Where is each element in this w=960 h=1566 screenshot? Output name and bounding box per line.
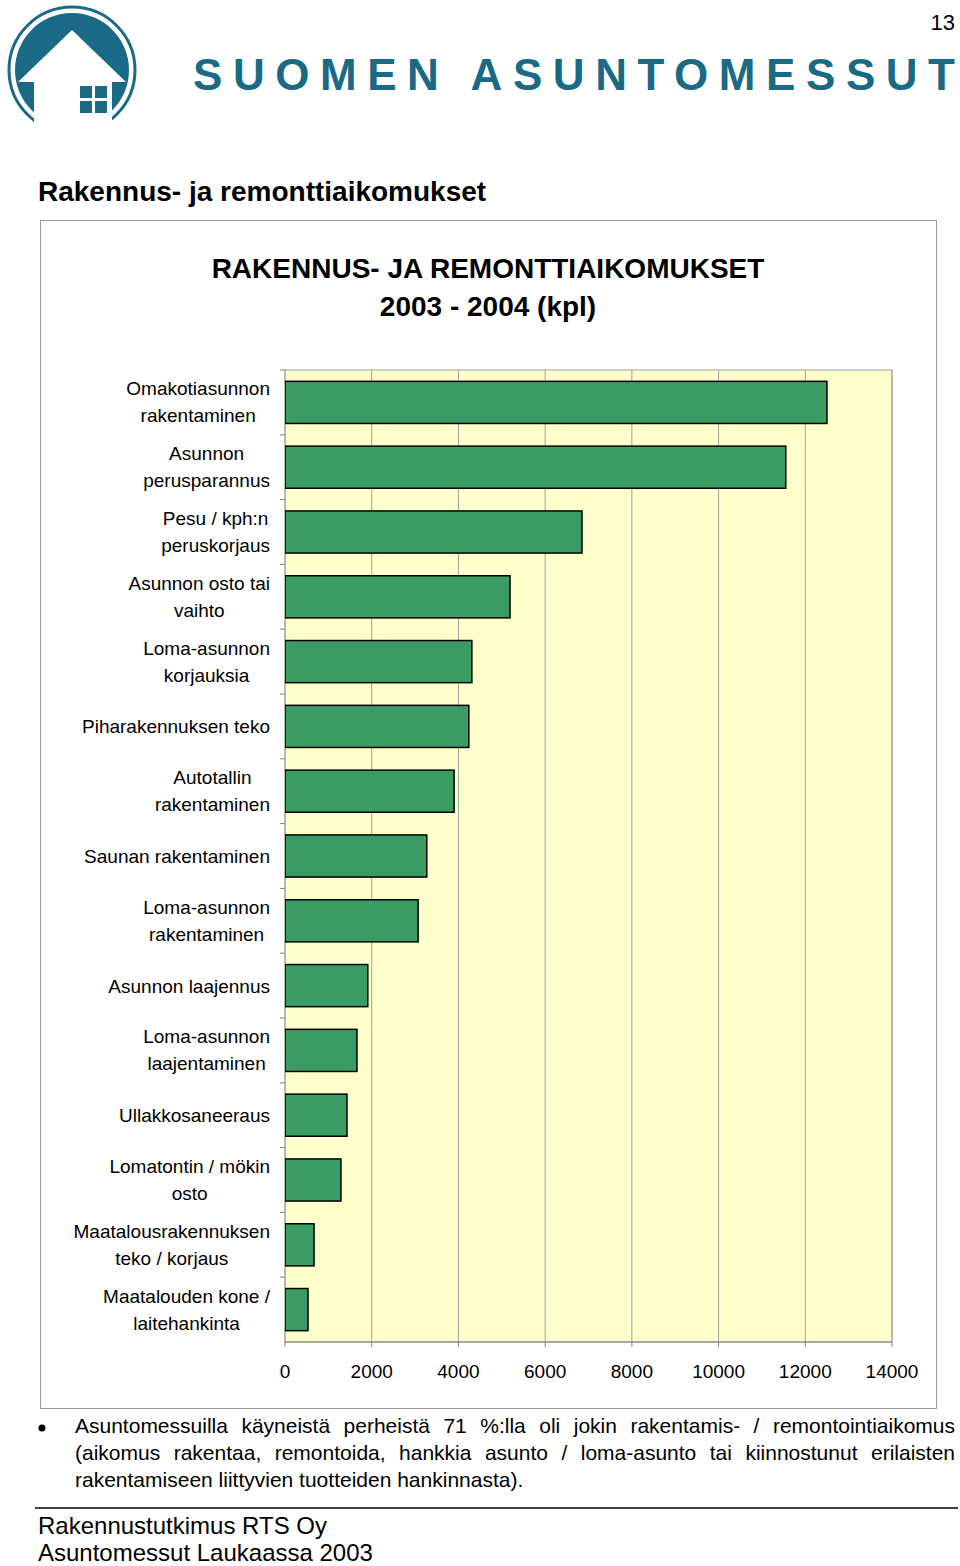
category-tick — [280, 953, 285, 954]
category-label: Pesu / kph:n peruskorjaus — [161, 505, 270, 559]
category-label: Ullakkosaneeraus — [119, 1102, 270, 1129]
category-tick — [280, 629, 285, 630]
category-label: Asunnon perusparannus — [143, 440, 270, 494]
category-tick — [280, 1212, 285, 1213]
bar — [285, 1289, 308, 1331]
section-title: Rakennus- ja remonttiaikomukset — [38, 176, 486, 208]
x-tick — [545, 1342, 546, 1347]
category-tick — [280, 1018, 285, 1019]
bars — [285, 381, 827, 1330]
category-tick — [280, 370, 285, 371]
category-tick — [280, 1277, 285, 1278]
x-tick-label: 12000 — [779, 1361, 832, 1382]
x-tick — [718, 1342, 719, 1347]
category-label: Omakotiasunnon rakentaminen — [126, 375, 270, 429]
category-tick — [280, 1082, 285, 1083]
category-tick — [280, 888, 285, 889]
x-tick-label: 0 — [280, 1361, 291, 1382]
category-tick — [280, 694, 285, 695]
chart-frame — [41, 221, 937, 1409]
bar — [285, 1029, 357, 1071]
bar — [285, 900, 418, 942]
bar — [285, 770, 454, 812]
bar — [285, 641, 472, 683]
category-label: Saunan rakentaminen — [84, 843, 270, 870]
x-tick — [285, 1342, 286, 1347]
logo-window-bar — [80, 98, 107, 101]
bullet — [39, 1425, 46, 1432]
x-tick — [892, 1342, 893, 1347]
bar — [285, 1094, 347, 1136]
bar — [285, 1159, 341, 1201]
x-tick — [631, 1342, 632, 1347]
category-label: Autotallin rakentaminen — [155, 764, 270, 818]
category-label: Asunnon osto tai vaihto — [128, 570, 270, 624]
category-label: Asunnon laajennus — [108, 972, 270, 999]
bar — [285, 381, 827, 423]
grid-line — [718, 370, 719, 1342]
bar — [285, 835, 427, 877]
bar — [285, 511, 582, 553]
footer-text: Asuntomessut Laukaassa 2003 — [38, 1539, 373, 1566]
logo-house — [18, 30, 126, 138]
grid-line — [631, 370, 632, 1342]
category-label: Loma-asunnon korjauksia — [143, 635, 270, 689]
x-tick-label: 10000 — [692, 1361, 745, 1382]
category-label: Loma-asunnon laajentaminen — [143, 1023, 270, 1077]
brand: SUOMEN ASUNTOMESSUT — [193, 50, 955, 99]
note: Asuntomessuilla käyneistä perheistä 71 %… — [75, 1412, 955, 1493]
category-tick — [280, 758, 285, 759]
bar — [285, 965, 368, 1007]
x-tick-label: 6000 — [524, 1361, 566, 1382]
category-label: Maatalousrakennuksen teko / korjaus — [74, 1218, 270, 1272]
category-label: Loma-asunnon rakentaminen — [143, 894, 270, 948]
bar — [285, 705, 469, 747]
x-tick — [458, 1342, 459, 1347]
category-label: Lomatontin / mökin osto — [109, 1153, 270, 1207]
x-tick-label: 8000 — [611, 1361, 653, 1382]
footer-text: Rakennustutkimus RTS Oy — [38, 1512, 327, 1540]
x-tick-label: 14000 — [866, 1361, 919, 1382]
chart-title: RAKENNUS- JA REMONTTIAIKOMUKSET 2003 - 2… — [40, 250, 936, 326]
category-tick — [280, 434, 285, 435]
x-axis — [285, 1342, 892, 1343]
x-tick — [371, 1342, 372, 1347]
page-number: 13 — [931, 10, 955, 35]
category-label: Maatalouden kone / laitehankinta — [103, 1283, 270, 1337]
plot-border — [285, 370, 892, 1342]
category-tick — [280, 564, 285, 565]
bar — [285, 1224, 314, 1266]
bar — [285, 576, 510, 618]
category-tick — [280, 823, 285, 824]
footer-rule — [35, 1507, 958, 1509]
category-tick — [280, 1147, 285, 1148]
x-tick-label: 2000 — [351, 1361, 393, 1382]
logo-window — [80, 86, 107, 113]
category-tick — [280, 499, 285, 500]
category-label: Piharakennuksen teko — [82, 713, 270, 740]
x-tick — [805, 1342, 806, 1347]
plot-background — [285, 370, 892, 1342]
bar — [285, 446, 786, 488]
x-tick-label: 4000 — [437, 1361, 479, 1382]
grid-line — [805, 370, 806, 1342]
